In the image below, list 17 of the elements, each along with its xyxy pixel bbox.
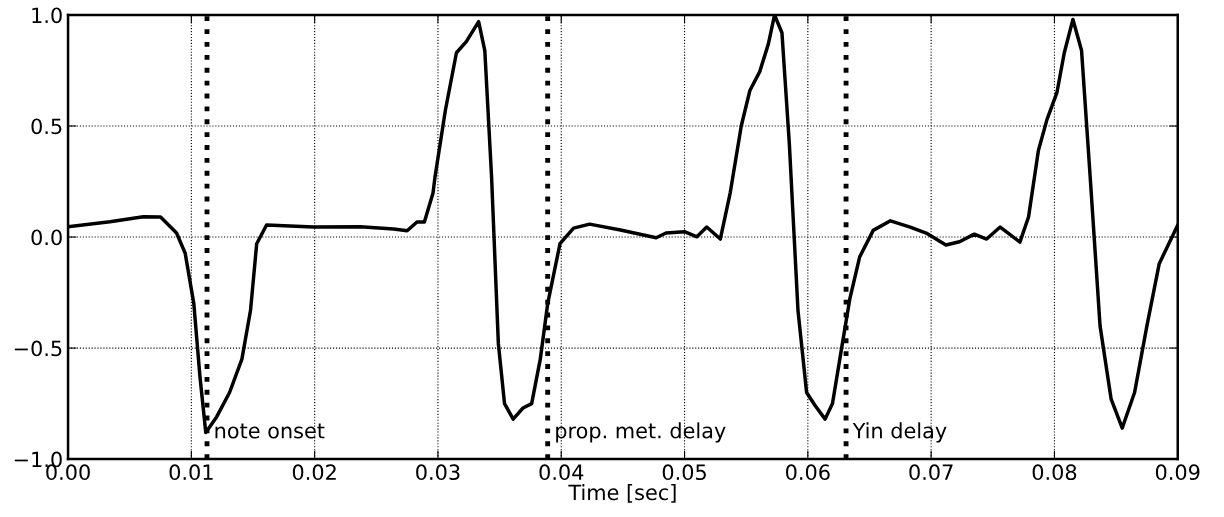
x-tick-label: 0.09 [1155,464,1200,481]
x-tick-label: 0.02 [292,464,336,481]
ref-line-label: note onset [215,423,325,439]
x-tick-label: 0.03 [416,464,460,481]
x-tick-label: 0.04 [539,464,584,481]
x-tick-label: 0.06 [786,464,830,481]
y-tick-label: −0.5 [14,340,62,357]
y-tick-label: 1.0 [32,7,62,24]
x-axis-title: Time [sec] [568,484,676,503]
ref-line-label: prop. met. delay [556,422,726,443]
x-tick-label: 0.07 [909,464,953,481]
x-tick-label: 0.05 [662,464,706,481]
x-tick-label: 0.01 [169,464,213,481]
y-tick-label: 0.0 [31,229,62,246]
y-tick-label: 0.5 [31,118,62,135]
x-tick-label: 0.08 [1032,464,1077,481]
ref-line-label: Yin delay [852,422,947,443]
